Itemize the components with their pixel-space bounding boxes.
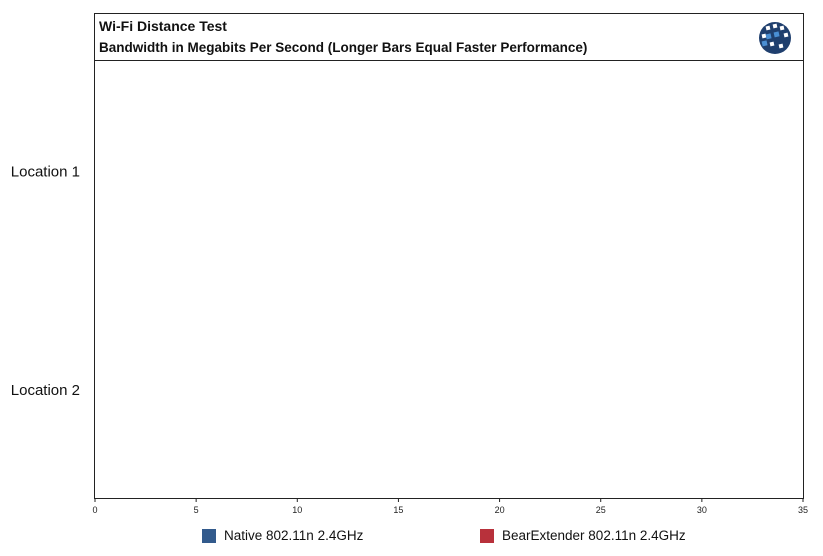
category-label: Location 1 (11, 163, 80, 180)
x-tick-label: 15 (393, 505, 403, 515)
x-tick-label: 20 (495, 505, 505, 515)
legend-label-bearextender: BearExtender 802.11n 2.4GHz (502, 528, 686, 543)
x-tick-label: 30 (697, 505, 707, 515)
globe-logo-icon (759, 22, 791, 54)
legend-label-native: Native 802.11n 2.4GHz (224, 528, 364, 543)
x-tick-label: 5 (194, 505, 199, 515)
legend-item-bearextender: BearExtender 802.11n 2.4GHz (480, 528, 686, 543)
chart-frame: Wi-Fi Distance Test Bandwidth in Megabit… (94, 13, 804, 499)
legend-swatch-native (202, 528, 216, 543)
legend-swatch-bearextender (480, 528, 494, 543)
x-tick-label: 25 (596, 505, 606, 515)
legend-item-native: Native 802.11n 2.4GHz (202, 528, 363, 543)
x-tick-label: 35 (798, 505, 808, 515)
x-tick-label: 10 (292, 505, 302, 515)
x-tick-label: 0 (92, 505, 97, 515)
chart-title: Wi-Fi Distance Test (99, 18, 227, 34)
category-label: Location 2 (11, 382, 80, 399)
legend: Native 802.11n 2.4GHz BearExtender 802.1… (0, 528, 823, 548)
header-divider (95, 60, 803, 61)
chart-subtitle: Bandwidth in Megabits Per Second (Longer… (99, 40, 588, 55)
